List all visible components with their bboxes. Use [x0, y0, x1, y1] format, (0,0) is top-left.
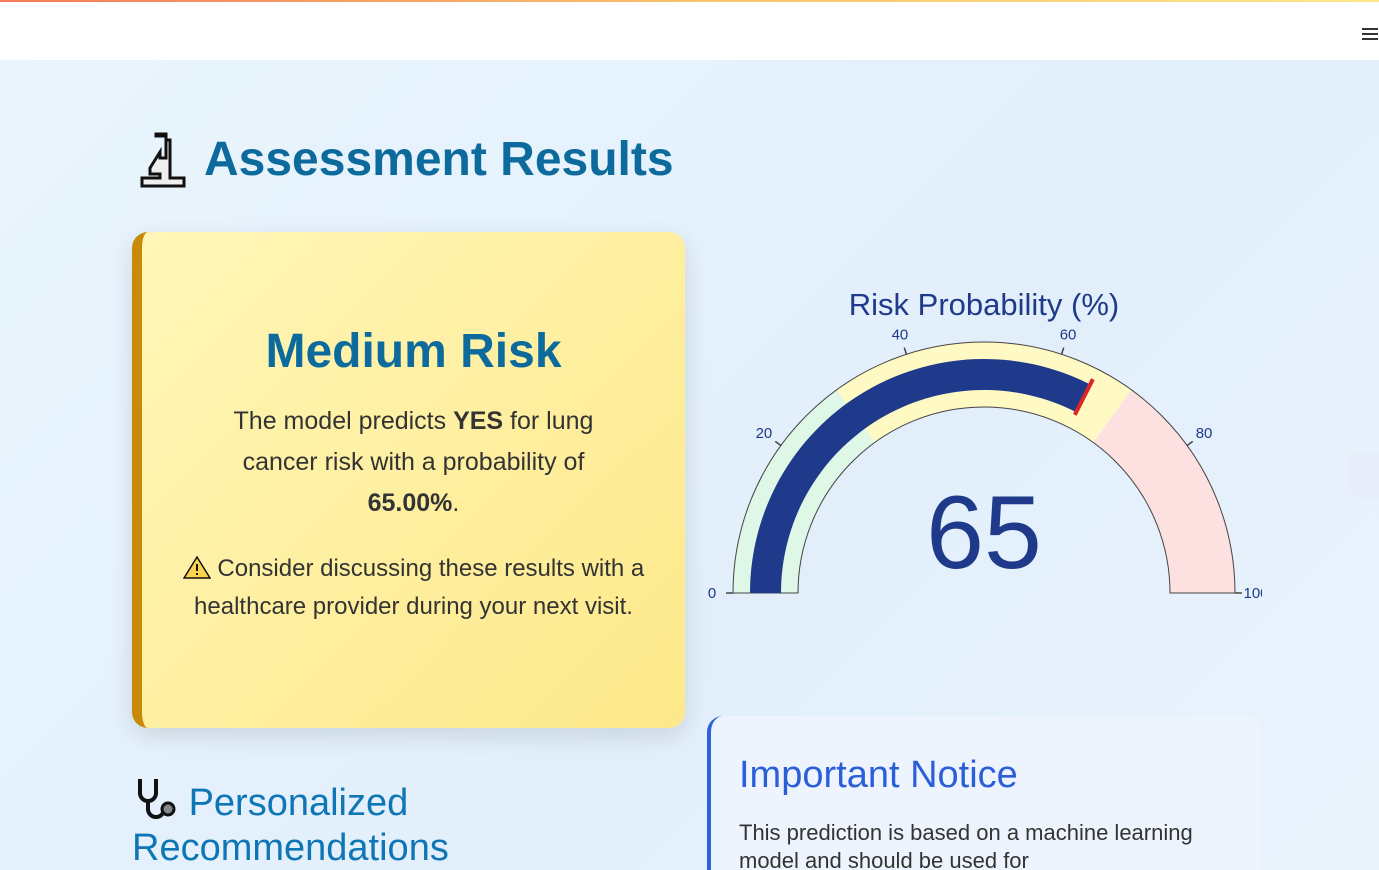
top-accent: [0, 0, 1379, 2]
gauge-step: [1093, 389, 1235, 593]
tick-mark: [1186, 440, 1194, 447]
tick-label: 0: [708, 585, 716, 602]
section-title: Personalized Recommendations: [132, 775, 572, 870]
text: .: [452, 489, 460, 517]
stethoscope-icon: [138, 779, 176, 819]
tick-mark: [903, 347, 908, 355]
sidebar-toggle[interactable]: [1350, 452, 1379, 498]
tick-label: 40: [892, 326, 909, 343]
prediction: YES: [453, 407, 504, 435]
section-title-text: Personalized Recommendations: [132, 782, 449, 869]
tick-label: 20: [756, 425, 773, 442]
gauge-outline: [732, 341, 1236, 594]
gauge-step: [836, 342, 1132, 443]
warning-icon: [182, 555, 212, 579]
probability: 65.00%: [367, 489, 453, 517]
header-bar: [0, 2, 1379, 60]
gauge-chart: Risk Probability (%) 0 20 40 60 80 100 65: [708, 287, 1262, 602]
tick-label: 80: [1196, 425, 1213, 442]
advice-text: Consider discussing these results with a…: [194, 555, 645, 620]
tick-label: 60: [1060, 326, 1077, 343]
tick-mark: [774, 440, 782, 447]
result-message: The model predicts YES for lung cancer r…: [202, 401, 625, 524]
gauge-title: Risk Probability (%): [849, 287, 1119, 322]
menu-button[interactable]: [1361, 27, 1379, 43]
notice-card: Important Notice This prediction is base…: [707, 716, 1260, 870]
result-card: Medium Risk The model predicts YES for l…: [132, 232, 685, 728]
risk-level: Medium Risk: [265, 325, 562, 378]
gauge-bar: [750, 358, 1091, 593]
tick-label: 100: [1243, 585, 1262, 602]
threshold: [1073, 378, 1095, 416]
notice-text: This prediction is based on a machine le…: [739, 820, 1193, 870]
text: for lung cancer risk with a probability …: [242, 407, 594, 476]
advice: Consider discussing these results with a…: [182, 550, 645, 626]
page-title: Assessment Results: [204, 133, 674, 186]
notice-title: Important Notice: [739, 754, 1018, 796]
text: The model predicts: [233, 407, 454, 435]
tick-mark: [1060, 347, 1065, 355]
microscope-icon: [140, 132, 186, 188]
gauge-value: 65: [926, 475, 1042, 591]
